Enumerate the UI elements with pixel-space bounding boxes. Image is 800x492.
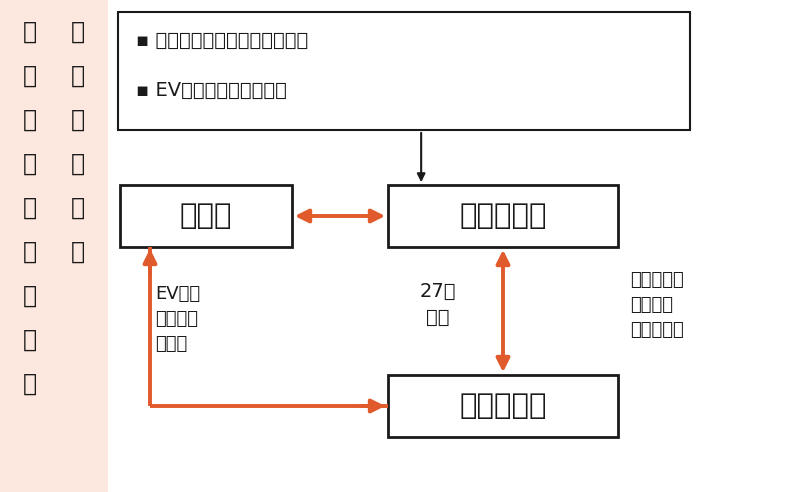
- Text: と: と: [70, 240, 85, 264]
- Text: ダ: ダ: [23, 108, 38, 132]
- Text: 関: 関: [23, 328, 38, 352]
- Text: ン: ン: [23, 64, 38, 88]
- Text: 自: 自: [70, 108, 85, 132]
- Text: ▪ 経営統合に向けた合意撤回へ: ▪ 経営統合に向けた合意撤回へ: [136, 31, 308, 50]
- Bar: [118, 12, 690, 130]
- Text: 三菱自動車: 三菱自動車: [459, 392, 546, 420]
- Text: の: の: [23, 284, 38, 308]
- Text: 軽自動車の
共同開発
などで協業: 軽自動車の 共同開発 などで協業: [630, 271, 684, 338]
- Text: 車: 車: [70, 196, 85, 220]
- Text: 三: 三: [70, 20, 85, 44]
- Text: EV戦略
提携検討
に合流: EV戦略 提携検討 に合流: [155, 284, 200, 353]
- Text: ホ: ホ: [23, 20, 38, 44]
- Text: 動: 動: [70, 152, 85, 176]
- Text: 係: 係: [23, 372, 38, 396]
- Text: ホンダ: ホンダ: [180, 202, 232, 230]
- Text: ▪ EV分野で戦略提携検討: ▪ EV分野で戦略提携検討: [136, 81, 287, 99]
- Bar: [0, 0, 108, 492]
- Bar: [388, 375, 618, 437]
- Text: 、: 、: [23, 152, 38, 176]
- Text: 27％
出資: 27％ 出資: [420, 282, 456, 327]
- Text: 日: 日: [23, 196, 38, 220]
- Text: 産: 産: [23, 240, 38, 264]
- Bar: [388, 185, 618, 247]
- Bar: [120, 185, 292, 247]
- Text: 菱: 菱: [70, 64, 85, 88]
- Text: 日産自動車: 日産自動車: [459, 202, 546, 230]
